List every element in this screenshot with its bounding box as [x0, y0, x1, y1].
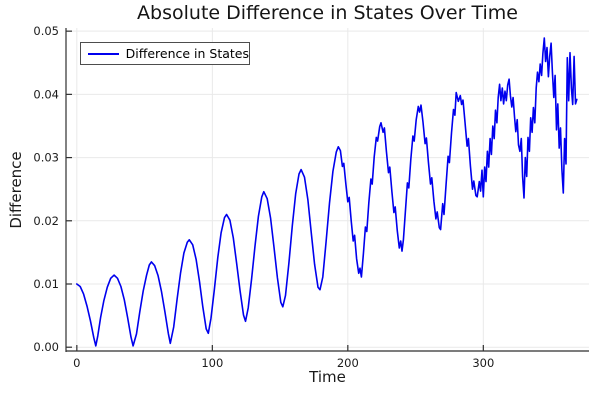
y-tick-label: 0.05 — [33, 24, 59, 38]
x-tick-label: 100 — [201, 356, 223, 370]
y-tick-label: 0.02 — [33, 214, 59, 228]
legend-label: Difference in States — [125, 46, 249, 61]
y-tick-label: 0.03 — [33, 151, 59, 165]
y-tick-label: 0.04 — [33, 87, 59, 101]
x-tick-label: 300 — [472, 356, 494, 370]
y-tick-label: 0.00 — [33, 340, 59, 354]
y-axis-label: Difference — [7, 151, 25, 229]
chart-title: Absolute Difference in States Over Time — [137, 2, 518, 24]
legend-line-sample — [88, 52, 119, 55]
x-axis-label: Time — [309, 368, 346, 386]
series-line — [76, 37, 578, 347]
x-tick-label: 0 — [73, 356, 80, 370]
x-tick-label: 200 — [337, 356, 359, 370]
y-tick-label: 0.01 — [33, 277, 59, 291]
legend: Difference in States — [80, 42, 250, 65]
